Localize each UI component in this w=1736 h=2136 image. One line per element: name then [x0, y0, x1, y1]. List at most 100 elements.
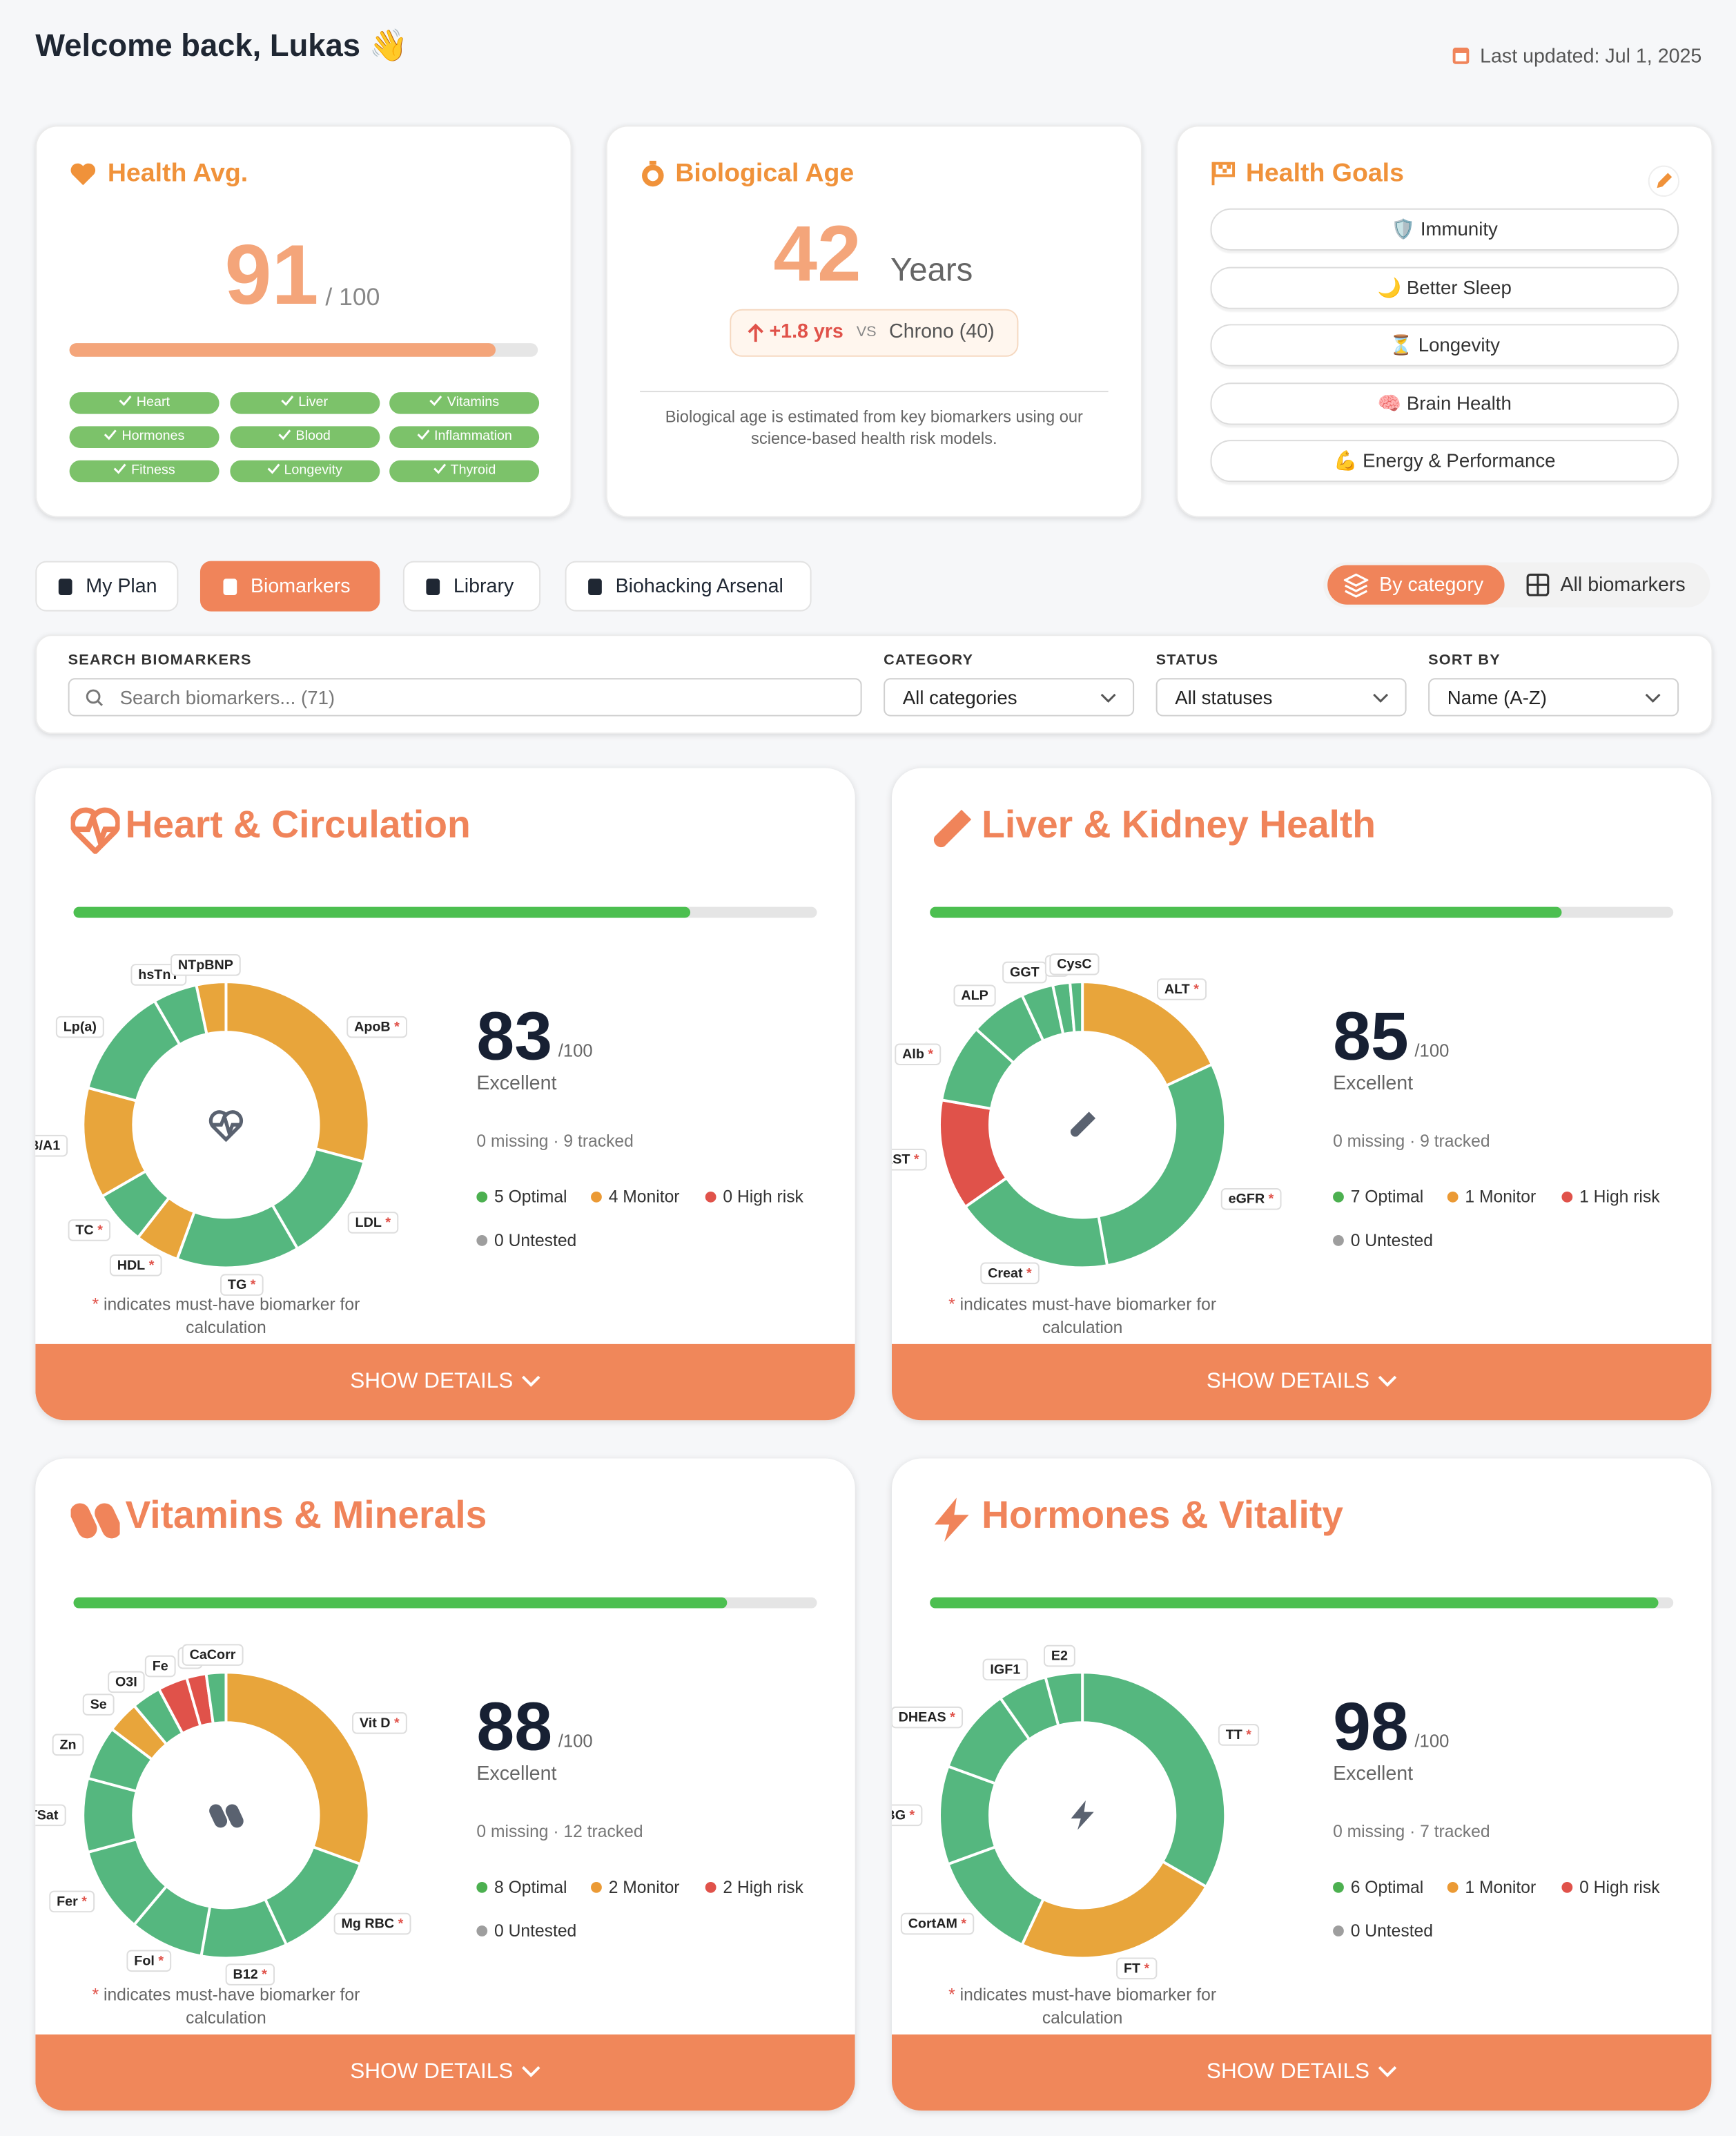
- category-title: Liver & Kidney Health: [982, 803, 1376, 846]
- marker-label-text: ALT *: [1164, 982, 1199, 997]
- goal-pill[interactable]: 🛡️ Immunity: [1210, 208, 1679, 251]
- marker-label: eGFR *: [1220, 1187, 1282, 1210]
- tab[interactable]: My Plan: [35, 561, 179, 612]
- donut-chart: Vit D *Mg RBC *B12 *Fol *Fer *TSatZnSeO3…: [35, 1644, 411, 1985]
- search-input[interactable]: Search biomarkers... (71): [68, 678, 862, 717]
- marker-label-text: Fol *: [134, 1953, 164, 1968]
- must-have-mark: *: [928, 1047, 933, 1062]
- check-path: [433, 463, 446, 474]
- select-value: All categories: [902, 686, 1017, 708]
- check-icon: [119, 396, 133, 407]
- marker-label: ApoB *: [347, 1016, 408, 1038]
- marker-label-text: Mg RBC *: [341, 1916, 403, 1932]
- check-icon: [281, 396, 294, 407]
- check-path: [266, 463, 280, 474]
- check-icon: [114, 463, 127, 474]
- marker-label: SHBG *: [891, 1804, 923, 1827]
- check-icon: [104, 429, 117, 440]
- show-details-button[interactable]: SHOW DETAILS: [891, 1343, 1712, 1421]
- tab[interactable]: Biohacking Arsenal: [565, 561, 812, 612]
- check-icon: [430, 396, 443, 407]
- marker-label: GGT: [1002, 961, 1047, 984]
- stopwatch-icon: [642, 160, 664, 187]
- marker-label-box: [333, 1912, 411, 1935]
- tag: Vitamins: [389, 392, 540, 414]
- marker-name: GGT: [1010, 965, 1040, 980]
- goal-pill[interactable]: ⏳ Longevity: [1210, 324, 1679, 367]
- chevron-path: [521, 2066, 540, 2077]
- tab-icon-shape: [223, 579, 237, 595]
- show-details-label: SHOW DETAILS: [350, 1370, 514, 1393]
- marker-label-box: [980, 1262, 1040, 1285]
- legend-dot: [476, 1925, 488, 1936]
- toggle-label[interactable]: All biomarkers: [1560, 574, 1686, 596]
- donut-segment: [1097, 1062, 1227, 1268]
- select[interactable]: All statuses: [1155, 678, 1407, 717]
- toggle-active[interactable]: By category: [1327, 565, 1505, 605]
- marker-label-box: [82, 1693, 115, 1716]
- progress-bar: [930, 1597, 1674, 1609]
- health-bar: [69, 343, 538, 357]
- tab-icon-shape: [426, 579, 440, 595]
- tag: Fitness: [69, 460, 220, 483]
- center-icon: [1071, 1800, 1094, 1830]
- score-max: /100: [1414, 1731, 1450, 1751]
- marker-label: TT *: [1218, 1724, 1260, 1746]
- delta-pill: +1.8 yrs VS Chrono (40): [730, 309, 1019, 357]
- edit-button[interactable]: [1648, 165, 1680, 197]
- tab[interactable]: Library: [402, 561, 541, 612]
- marker-label: DHEAS *: [891, 1706, 964, 1729]
- score-max: /100: [1414, 1040, 1450, 1061]
- goal-pill[interactable]: 🧠 Brain Health: [1210, 382, 1679, 425]
- marker-label: Creat *: [980, 1262, 1040, 1285]
- tag: Blood: [229, 426, 380, 448]
- footnote: * indicates must-have biomarker for calc…: [76, 1294, 376, 1340]
- goals-card: Health Goals 🛡️ Immunity 🌙 Better Sleep ⏳ …: [1176, 125, 1713, 518]
- marker-name: Fol: [134, 1953, 155, 1968]
- marker-label-text: Creat *: [988, 1266, 1032, 1281]
- footnote-text: indicates must-have biomarker for calcul…: [103, 1294, 360, 1337]
- goal-pill[interactable]: 💪 Energy & Performance: [1210, 440, 1679, 483]
- tab-label: Biohacking Arsenal: [615, 576, 783, 598]
- page-title: Welcome back, Lukas 👋: [35, 27, 409, 63]
- summary: 0 missing · 7 tracked: [1333, 1822, 1490, 1841]
- card-title: Health Avg.: [107, 159, 248, 188]
- bio-age-unit: Years: [890, 251, 973, 289]
- show-details-button[interactable]: SHOW DETAILS: [35, 1343, 855, 1421]
- tag-label: Vitamins: [447, 395, 500, 410]
- marker-label: ApoB/A1: [35, 1134, 68, 1157]
- marker-label: NTpBNP: [170, 954, 241, 976]
- bio-age: 42: [773, 209, 861, 298]
- marker-name: Fe: [153, 1659, 168, 1674]
- chevron-icon: [1378, 2066, 1396, 2077]
- icon: [1071, 1800, 1094, 1830]
- show-details-button[interactable]: SHOW DETAILS: [891, 2034, 1712, 2111]
- marker-label-box: [347, 1016, 408, 1038]
- marker-label-text: TC *: [75, 1223, 103, 1238]
- chevron-path: [1378, 2066, 1396, 2077]
- marker-name: AST: [892, 1152, 910, 1167]
- marker-label: Fer *: [49, 1890, 95, 1913]
- tag: Hormones: [69, 426, 220, 448]
- center-icon: [209, 1804, 244, 1828]
- marker-label-box: [352, 1712, 407, 1734]
- vs: VS: [856, 324, 877, 341]
- marker-label-text: ApoB *: [354, 1020, 400, 1035]
- footnote: * indicates must-have biomarker for calc…: [933, 1294, 1232, 1340]
- marker-label-text: Lp(a): [64, 1020, 97, 1035]
- marker-name: O3I: [115, 1675, 137, 1690]
- select[interactable]: All categories: [884, 678, 1135, 717]
- marker-name: DHEAS: [899, 1710, 946, 1725]
- legend-dot: [1561, 1881, 1573, 1893]
- tab-label: My Plan: [86, 576, 157, 598]
- show-details-button[interactable]: SHOW DETAILS: [35, 2034, 855, 2111]
- marker-label-box: [52, 1734, 84, 1756]
- tab[interactable]: Biomarkers: [199, 561, 380, 612]
- marker-label-text: B12 *: [233, 1967, 268, 1982]
- select[interactable]: Name (A-Z): [1428, 678, 1679, 717]
- legend-item: 7 Optimal: [1333, 1187, 1423, 1207]
- goal-pill[interactable]: 🌙 Better Sleep: [1210, 266, 1679, 309]
- check-path: [104, 429, 117, 440]
- marker-label-text: HDL *: [117, 1258, 155, 1273]
